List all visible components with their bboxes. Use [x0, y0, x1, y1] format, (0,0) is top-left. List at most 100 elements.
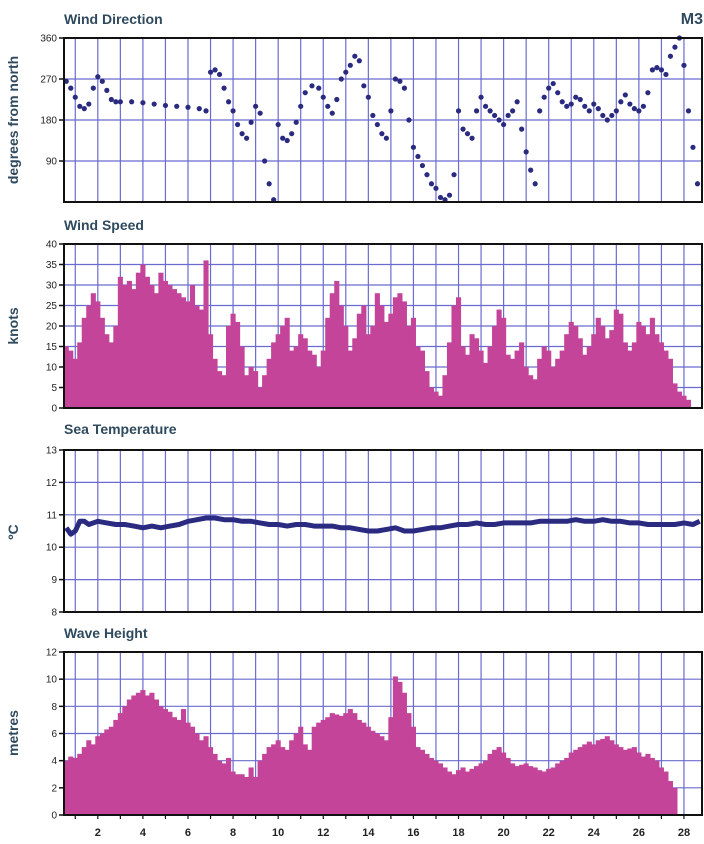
wind-direction-point	[532, 181, 538, 187]
wind-speed-bar	[564, 334, 570, 408]
wind-direction-ytick-label: 360	[40, 34, 57, 45]
wave-height-bar	[316, 722, 322, 815]
wind-direction-point	[649, 67, 656, 73]
wave-height-bar	[514, 766, 520, 815]
wind-direction-point	[482, 103, 489, 109]
wind-speed-bar	[464, 354, 471, 408]
wind-direction-point	[672, 44, 678, 50]
wave-height-bar	[207, 747, 214, 815]
wind-speed-bar	[302, 338, 308, 408]
wave-height-bar	[663, 771, 669, 815]
x-tick-label: 4	[140, 827, 147, 839]
wind-direction-point	[419, 162, 426, 169]
wind-direction-point	[491, 112, 498, 119]
wind-speed-bar	[455, 297, 462, 408]
sea-temperature-title: Sea Temperature	[64, 421, 177, 437]
wave-height-bar	[550, 767, 556, 815]
wave-height-bar	[153, 699, 159, 815]
wave-height-bar	[212, 753, 218, 815]
wave-height-bar	[311, 726, 317, 815]
wind-speed-bar	[77, 342, 83, 408]
wave-height-bar	[298, 726, 304, 815]
wave-height-bar	[667, 781, 673, 815]
wind-speed-bar	[280, 326, 286, 408]
wind-speed-bar	[266, 358, 272, 408]
wave-height-bar	[275, 740, 281, 815]
wind-speed-bar	[135, 272, 141, 408]
x-tick-label: 18	[452, 827, 464, 839]
wind-speed-bar	[514, 350, 520, 408]
wind-speed-bar	[604, 338, 610, 408]
wave-height-bar	[185, 722, 191, 815]
wind-direction-point	[316, 85, 322, 91]
wave-height-bar	[631, 747, 637, 815]
wind-speed-bar	[622, 342, 628, 408]
wind-direction-point	[604, 117, 610, 123]
wind-direction-point	[663, 71, 669, 78]
wind-direction-point	[564, 103, 570, 109]
wind-speed-bar	[437, 395, 444, 408]
wind-speed-bar	[541, 346, 547, 408]
wind-direction-point	[234, 121, 241, 128]
wave-height-bar	[162, 709, 169, 815]
wave-height-bar	[289, 740, 295, 815]
wind-direction-point	[577, 96, 583, 103]
wind-direction-point	[284, 137, 290, 144]
wave-height-bar	[469, 768, 475, 815]
wave-height-bar	[379, 736, 385, 815]
sea-temperature-ytick-label: 12	[46, 478, 58, 489]
wind-direction-point	[510, 108, 516, 114]
wave-height-bar	[167, 711, 173, 815]
wave-height-bar	[361, 722, 367, 815]
sea-temperature-ytick-label: 8	[51, 608, 57, 619]
wind-speed-bar	[99, 317, 105, 408]
wind-speed-bar	[320, 350, 326, 408]
wind-direction-point	[302, 90, 308, 96]
wind-direction-point	[383, 135, 389, 141]
wind-direction-point	[505, 112, 511, 119]
wind-speed-bar	[212, 358, 218, 408]
wind-speed-bar	[185, 301, 191, 408]
wave-height-bar	[262, 753, 268, 815]
wind-speed-bar	[672, 383, 678, 408]
wave-height-bar	[455, 770, 462, 815]
wind-speed-bar	[338, 305, 344, 408]
wind-direction-point	[469, 135, 475, 141]
wave-height-bar	[519, 764, 525, 815]
wave-height-bar	[523, 763, 529, 815]
wind-speed-bar	[90, 293, 96, 408]
wave-height-bar	[307, 749, 313, 815]
wind-speed-bar	[298, 334, 304, 408]
wave-height-ytick-label: 10	[46, 675, 58, 686]
wind-speed-bar	[658, 342, 664, 408]
wave-height-bar	[586, 741, 592, 815]
wind-direction-point	[352, 53, 358, 59]
wave-height-bar	[329, 713, 335, 815]
wind-direction-point	[559, 99, 565, 105]
wind-speed-bar	[311, 354, 317, 408]
wind-direction-point	[460, 126, 466, 132]
wind-speed-bar	[640, 326, 646, 408]
wave-height-bar	[325, 717, 331, 815]
wind-direction-point	[537, 108, 543, 114]
wind-direction-point	[212, 67, 218, 73]
wind-speed-bar	[140, 264, 146, 408]
wind-direction-point	[104, 87, 110, 93]
x-tick-label: 8	[230, 827, 236, 839]
wind-speed-bar	[595, 317, 601, 408]
wind-speed-panel: Wind Speed knots 0 5 10 15 20 25 30 35 40	[5, 217, 703, 415]
wind-direction-point	[239, 131, 245, 137]
wave-height-bar	[365, 726, 371, 815]
wave-height-bar	[433, 760, 439, 815]
wave-height-bar	[627, 748, 633, 815]
wind-direction-point	[140, 100, 146, 106]
wind-speed-bar	[171, 289, 178, 408]
wind-speed-title: Wind Speed	[64, 217, 144, 233]
wind-speed-bar	[627, 350, 633, 408]
wave-height-bar	[302, 744, 308, 815]
wind-direction-point	[568, 101, 574, 107]
sea-temperature-ylabel: ºC	[5, 524, 21, 539]
wave-height-bar	[77, 753, 83, 815]
wave-height-bar	[203, 736, 209, 815]
wind-speed-bar	[618, 313, 624, 408]
